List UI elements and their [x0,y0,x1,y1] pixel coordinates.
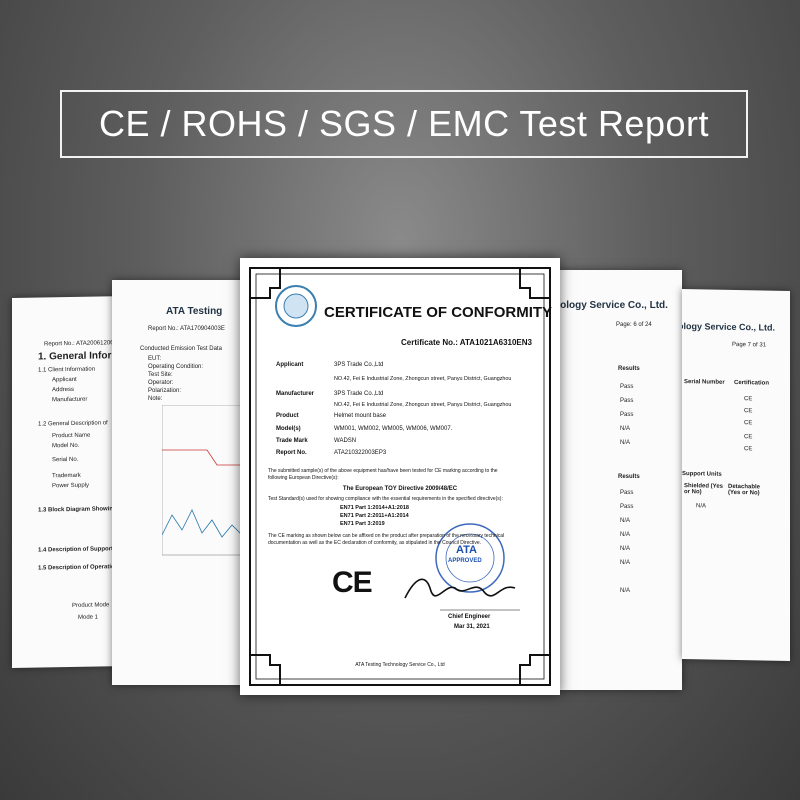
field-value: 3PS Trade Co.,Ltd [334,362,384,368]
field-value: NO.42, Fei E Industrial Zone, Zhongcun s… [334,376,512,382]
column-header: Detachable (Yes or No) [728,483,761,497]
standard: EN71 Part 3:2019 [340,521,385,527]
cell: N/A [696,503,707,510]
cell: N/A [620,518,631,524]
page-number: Page: 6 of 24 [616,322,652,328]
signer-title: Chief Engineer [448,614,491,620]
text: Conducted Emission Test Data [140,346,222,352]
statement: The submitted sample(s) of the above equ… [268,468,498,474]
text: Applicant [52,376,77,384]
column-header: Serial Number [684,379,725,386]
footer: ATA Testing Technology Service Co., Ltd [355,662,445,668]
date: Mar 31, 2021 [454,624,490,630]
ce-mark: CE [332,566,373,599]
field-label: Trade Mark [276,438,308,444]
certificate: CERTIFICATE OF CONFORMITY Certificate No… [240,258,560,695]
cell: N/A [620,560,631,566]
statement: following European Directive(s): [268,475,339,481]
stamp-text: ATA [456,544,477,556]
text: Trademark [52,472,81,480]
field-value: ATA210322003EP3 [334,450,387,456]
field-value: 3PS Trade Co.,Ltd [334,391,384,397]
document: ology Service Co., Ltd. Page 7 of 31 Ser… [682,289,790,661]
cell: Pass [620,398,634,404]
stamp-approved: APPROVED [448,558,482,564]
field-label: Product [276,413,299,419]
cell: N/A [620,426,631,432]
certificate-number: Certificate No.: ATA1021A6310EN3 [400,338,532,347]
text: Operator: [148,380,174,386]
standard: EN71 Part 1:2014+A1:2018 [340,505,409,511]
cell: CE [744,446,753,453]
text: 1.1 Client Information [38,366,96,374]
field-value: WADSN [334,438,357,444]
text: Model No. [52,442,80,450]
text: Product Mode [72,602,110,609]
banner-title: CE / ROHS / SGS / EMC Test Report [60,90,748,158]
text: Mode 1 [78,614,99,621]
field-label: Manufacturer [276,391,315,397]
cell: Pass [620,384,634,390]
standard: EN71 Part 2:2011+A1:2014 [340,513,409,519]
field-label: Model(s) [276,426,301,432]
text: Note: [148,396,163,402]
document: nology Service Co., Ltd. Page: 6 of 24 R… [556,270,682,690]
report-no: Report No.: ATA170904003E [148,326,225,332]
marking-note: documentation as well as the EC declarat… [268,540,482,546]
report-no: Report No.: ATA2006120610 [44,340,121,348]
cell: N/A [620,440,631,446]
field-value: WM001, WM002, WM005, WM006, WM007. [334,426,453,432]
cell: N/A [620,546,631,552]
text: 1.2 General Description of [38,420,108,428]
column-header: Shielded (Yes or No) [684,483,724,496]
marking-note: The CE marking as shown below can be aff… [268,533,505,539]
field-value: NO.42, Fei E Industrial Zone, Zhongcun s… [334,402,512,408]
company: nology Service Co., Ltd. [556,300,668,311]
text: Polarization: [148,388,182,394]
text: 1.4 Description of Support [38,546,114,554]
column-header: Certification [734,379,770,387]
cell: CE [744,434,753,441]
field-value: Helmet mount base [334,413,387,419]
directive: The European TOY Directive 2009/48/EC [342,486,458,492]
cell: N/A [620,532,631,538]
text: Serial No. [52,456,79,464]
field-label: Applicant [276,362,304,368]
cell: Pass [620,412,634,418]
cell: Pass [620,490,634,496]
field-label: Report No. [276,450,307,456]
cell: N/A [620,588,631,594]
column-header: Results [618,474,640,480]
text: Product Name [52,432,91,440]
company: ology Service Co., Ltd. [682,320,776,333]
text: Manufacturer [52,396,88,404]
text: Test Site: [148,372,173,378]
section-title: Support Units [682,471,722,478]
cell: CE [744,396,753,403]
text: Address [52,386,75,394]
cell: CE [744,408,753,415]
column-header: Results [618,366,640,372]
certificate-frame [249,267,551,686]
text: Power Supply [52,482,90,490]
text: 1.5 Description of Operatio [38,564,115,572]
text: Operating Condition: [148,364,204,370]
page-number: Page 7 of 31 [732,341,767,349]
emission-plot [162,405,247,556]
cell: CE [744,420,753,427]
company: ATA Testing [166,306,223,317]
text: 1.3 Block Diagram Showing [38,506,117,514]
certificate-title: CERTIFICATE OF CONFORMITY [324,304,553,321]
cell: Pass [620,504,634,510]
text: EUT: [148,356,162,362]
document: ATA Testing Report No.: ATA170904003E Co… [112,280,247,685]
standards-intro: Test Standard(s) used for showing compli… [268,496,503,502]
